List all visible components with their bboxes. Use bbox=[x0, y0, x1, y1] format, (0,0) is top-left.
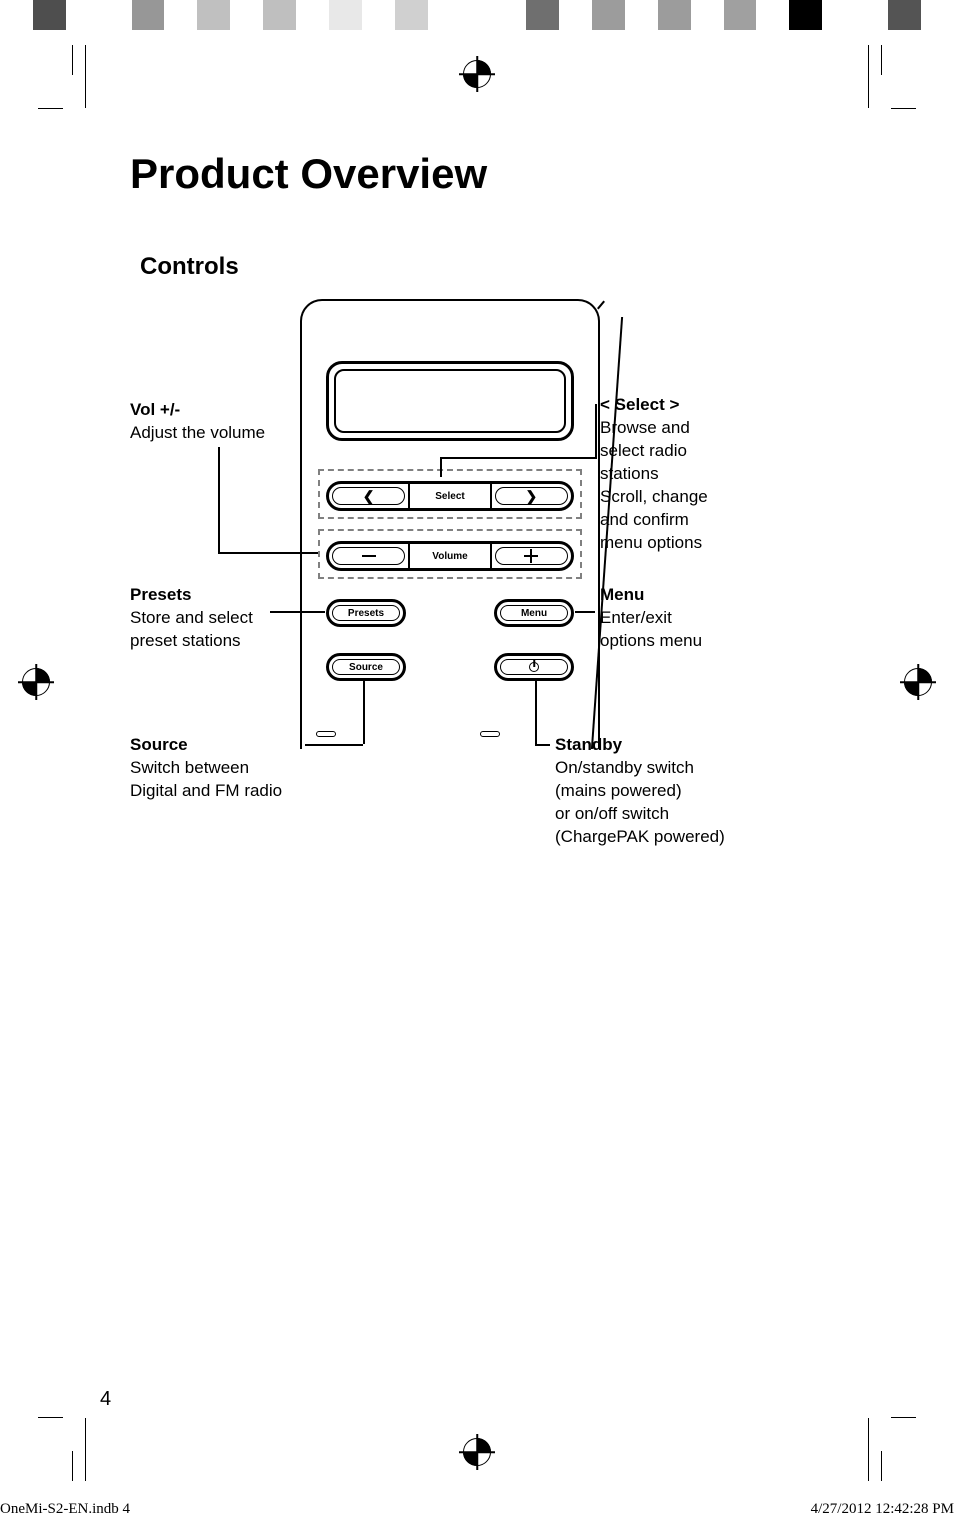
volume-button-group: Volume bbox=[326, 541, 574, 571]
volume-down-button[interactable] bbox=[329, 544, 410, 568]
volume-label: Volume bbox=[410, 544, 489, 568]
power-icon bbox=[529, 662, 539, 672]
registration-mark-icon bbox=[904, 668, 932, 696]
crop-mark bbox=[85, 1418, 86, 1481]
nav-left-button[interactable]: ❮ bbox=[329, 484, 410, 508]
leader-line bbox=[535, 679, 537, 744]
select-button[interactable]: Select bbox=[410, 484, 489, 508]
callout-head: Presets bbox=[130, 584, 295, 607]
leader-line bbox=[305, 744, 363, 746]
registration-mark-icon bbox=[463, 1438, 491, 1466]
callout-body: Browse and select radio stations Scroll,… bbox=[600, 417, 790, 555]
device-foot bbox=[480, 731, 500, 737]
crop-mark bbox=[891, 108, 916, 109]
callout-vol: Vol +/- Adjust the volume bbox=[130, 399, 295, 445]
section-title: Controls bbox=[140, 253, 834, 281]
crop-mark bbox=[891, 1417, 916, 1418]
footer-datetime-slug: 4/27/2012 12:42:28 PM bbox=[811, 1501, 954, 1518]
registration-mark-icon bbox=[463, 60, 491, 88]
color-bar bbox=[0, 0, 954, 30]
page-number: 4 bbox=[100, 1388, 111, 1411]
crop-mark bbox=[881, 45, 882, 75]
callout-menu: Menu Enter/exit options menu bbox=[600, 584, 790, 653]
callout-body: Switch between Digital and FM radio bbox=[130, 757, 310, 803]
device-foot bbox=[316, 731, 336, 737]
crop-mark bbox=[38, 1417, 63, 1418]
callout-body: Enter/exit options menu bbox=[600, 607, 790, 653]
crop-mark bbox=[72, 45, 73, 75]
callout-presets: Presets Store and select preset stations bbox=[130, 584, 295, 653]
callout-standby: Standby On/standby switch (mains powered… bbox=[555, 734, 815, 849]
minus-icon bbox=[362, 555, 376, 557]
controls-diagram: Vol +/- Adjust the volume Presets Store … bbox=[130, 299, 834, 919]
callout-body: On/standby switch (mains powered) or on/… bbox=[555, 757, 815, 849]
crop-mark bbox=[72, 1451, 73, 1481]
nav-right-button[interactable]: ❯ bbox=[490, 484, 571, 508]
chevron-right-icon: ❯ bbox=[525, 488, 537, 505]
source-button[interactable]: Source bbox=[326, 653, 406, 681]
crop-mark bbox=[868, 1418, 869, 1481]
page-content: Product Overview Controls Vol +/- Adjust… bbox=[130, 150, 834, 1376]
leader-line bbox=[218, 447, 220, 554]
volume-up-button[interactable] bbox=[490, 544, 571, 568]
device-screen bbox=[326, 361, 574, 441]
crop-mark bbox=[881, 1451, 882, 1481]
callout-head: Vol +/- bbox=[130, 399, 295, 422]
menu-button[interactable]: Menu bbox=[494, 599, 574, 627]
device-outline: ❮ Select ❯ Volume Presets Menu bbox=[300, 299, 600, 749]
registration-mark-icon bbox=[22, 668, 50, 696]
callout-select: < Select > Browse and select radio stati… bbox=[600, 394, 790, 555]
leader-line bbox=[575, 611, 595, 613]
plus-icon bbox=[524, 549, 538, 563]
leader-line bbox=[440, 457, 595, 459]
leader-line bbox=[595, 404, 597, 459]
callout-body: Adjust the volume bbox=[130, 422, 295, 445]
footer-file-slug: OneMi-S2-EN.indb 4 bbox=[0, 1501, 130, 1518]
leader-line bbox=[440, 457, 442, 477]
select-button-group: ❮ Select ❯ bbox=[326, 481, 574, 511]
callout-head: Menu bbox=[600, 584, 790, 607]
page-title: Product Overview bbox=[130, 150, 834, 198]
leader-line bbox=[363, 679, 365, 744]
leader-line bbox=[270, 611, 325, 613]
crop-mark bbox=[38, 108, 63, 109]
leader-line bbox=[535, 744, 550, 746]
crop-mark bbox=[868, 45, 869, 108]
callout-head: < Select > bbox=[600, 394, 790, 417]
power-button[interactable] bbox=[494, 653, 574, 681]
crop-mark bbox=[85, 45, 86, 108]
chevron-left-icon: ❮ bbox=[363, 488, 375, 505]
callout-body: Store and select preset stations bbox=[130, 607, 295, 653]
callout-head: Source bbox=[130, 734, 310, 757]
callout-source: Source Switch between Digital and FM rad… bbox=[130, 734, 310, 803]
leader-line bbox=[218, 552, 318, 554]
presets-button[interactable]: Presets bbox=[326, 599, 406, 627]
